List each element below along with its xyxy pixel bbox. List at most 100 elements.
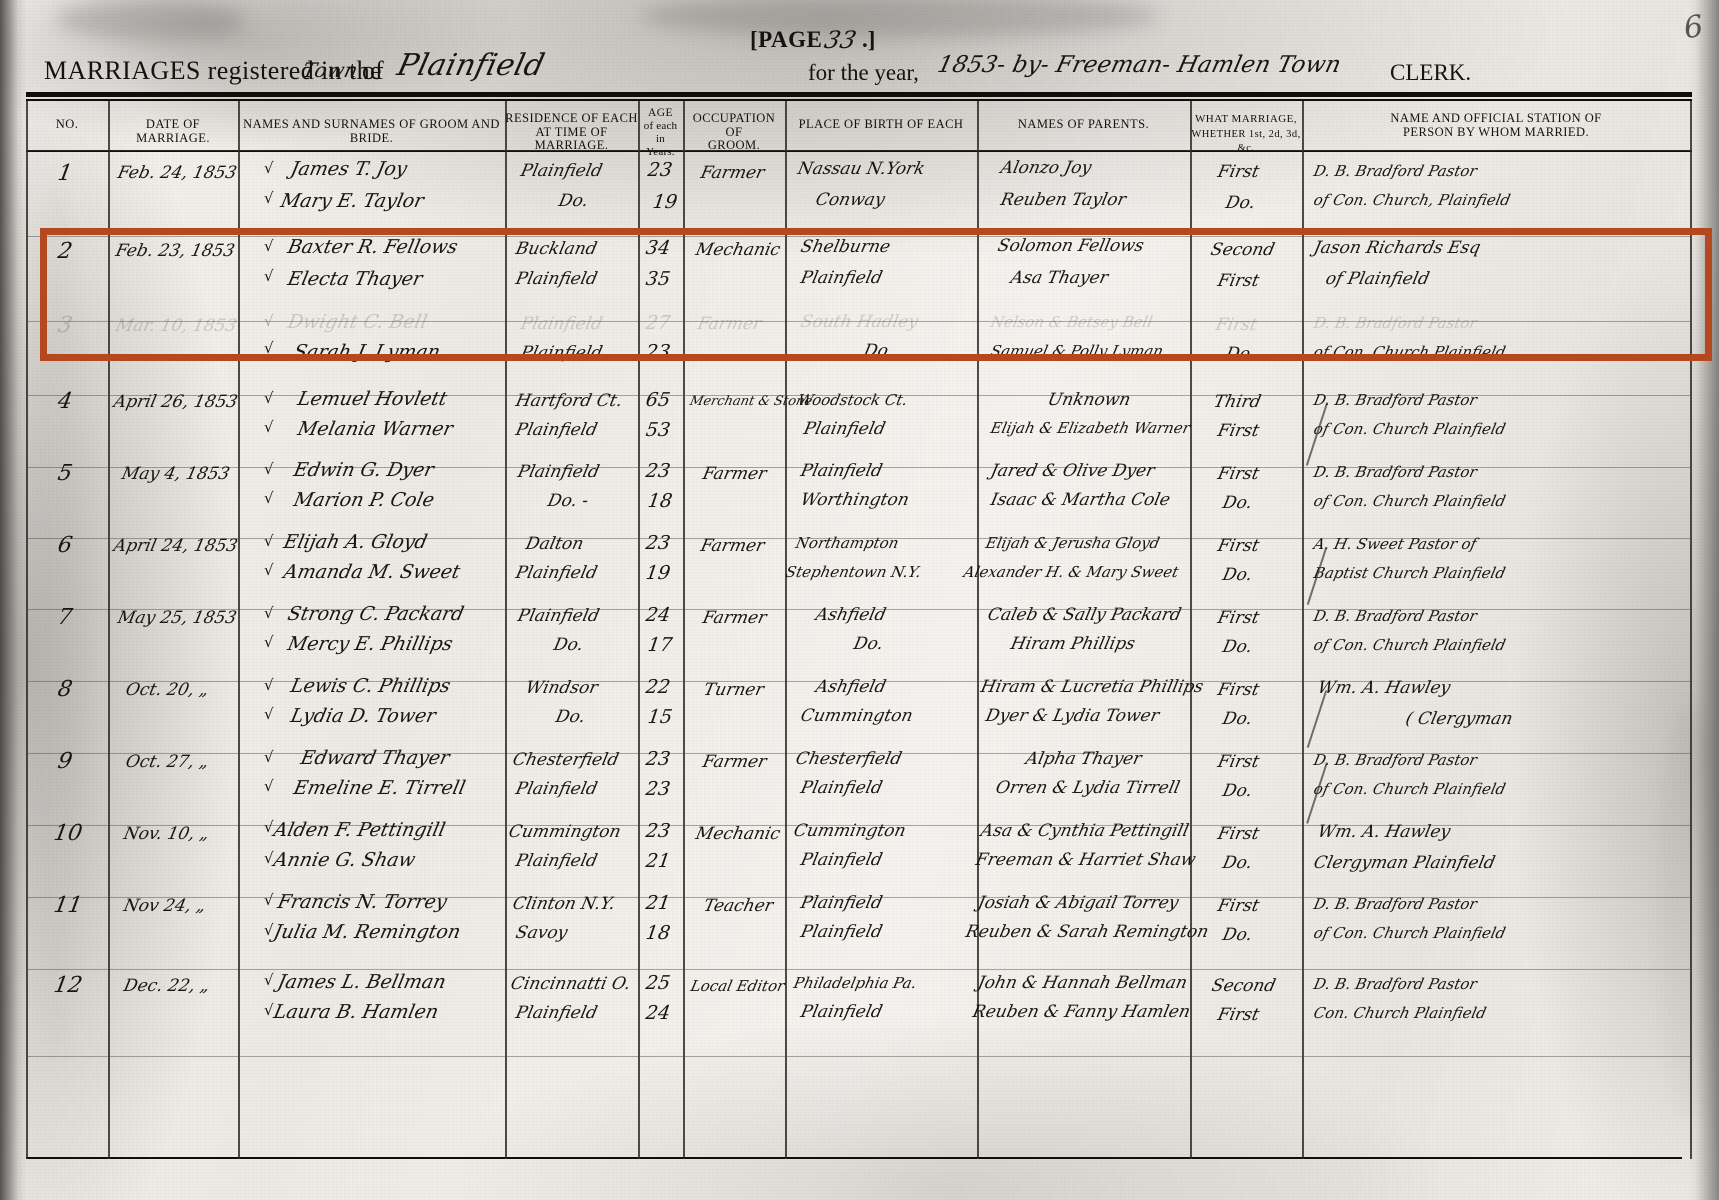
row-bride-name: Mercy E. Phillips — [285, 633, 455, 655]
row-occupation: Farmer — [700, 464, 769, 484]
row-which-groom: Second — [1208, 240, 1277, 260]
row-occupation: Farmer — [695, 314, 764, 334]
col-header-age: AGE of each in Years. — [638, 106, 683, 158]
row-officiant-l1: Jason Richards Esq — [1311, 238, 1483, 258]
row-which-groom: First — [1215, 608, 1262, 628]
row-groom-name: Lewis C. Phillips — [288, 675, 453, 697]
row-officiant-l1: D. B. Bradford Pastor — [1312, 895, 1479, 913]
row-age-bride: 35 — [644, 268, 672, 290]
col-header-officiant-l2: PERSON BY WHOM MARRIED. — [1402, 124, 1590, 139]
row-officiant-l2: of Plainfield — [1323, 269, 1432, 289]
row-age-groom: 23 — [644, 532, 672, 554]
row-residence-groom: Plainfield — [518, 314, 605, 334]
row-birth-groom: Cummington — [791, 821, 908, 841]
row-birth-bride: Plainfield — [801, 419, 888, 439]
row-occupation: Local Editor — [689, 977, 787, 995]
row-parents-bride: Hiram Phillips — [1008, 634, 1137, 654]
row-parents-bride: Samuel & Polly Lyman — [989, 342, 1165, 360]
row-groom-name: Francis N. Torrey — [275, 891, 449, 913]
title-marriages: MARRIAGES — [44, 56, 201, 85]
row-date: Oct. 27, „ — [123, 752, 211, 772]
col-header-parents-text: NAMES OF PARENTS. — [1017, 117, 1150, 131]
town-name-script: Plainfield — [393, 48, 548, 83]
page-label-prefix: [PAGE — [750, 27, 823, 52]
row-age-groom: 24 — [644, 604, 672, 626]
row-occupation: Teacher — [701, 896, 776, 916]
row-parents-groom: Alonzo Joy — [998, 158, 1094, 178]
row-age-groom: 23 — [644, 820, 672, 842]
row-no: 4 — [55, 389, 75, 414]
col-header-birth: PLACE OF BIRTH OF EACH — [785, 117, 977, 132]
table-bottom-rule — [26, 1157, 1682, 1159]
row-sep-2 — [26, 236, 1692, 237]
row-sep-9 — [26, 753, 1692, 754]
row-officiant-l1: Wm. A. Hawley — [1315, 678, 1453, 698]
row-groom-name: Baxter R. Fellows — [285, 236, 460, 258]
col-divider-residence — [638, 101, 640, 1159]
row-officiant-l2: of Con. Church Plainfield — [1312, 636, 1508, 654]
col-header-date: DATE OF MARRIAGE. — [108, 117, 238, 145]
row-officiant-l2: Clergyman Plainfield — [1311, 853, 1497, 873]
row-age-bride: 23 — [644, 341, 672, 363]
col-header-residence-l2: AT TIME OF MARRIAGE. — [534, 124, 609, 152]
col-divider-date — [238, 101, 240, 1159]
row-residence-bride: Savoy — [513, 923, 570, 943]
row-groom-name: James T. Joy — [288, 158, 410, 180]
row-parents-groom: Alpha Thayer — [1023, 749, 1144, 769]
check-mark-bride: √ — [264, 189, 274, 207]
row-officiant-l2: Con. Church Plainfield — [1312, 1004, 1488, 1022]
col-header-date-text: DATE OF MARRIAGE. — [136, 117, 210, 145]
check-mark-groom: √ — [264, 532, 274, 550]
row-officiant-l1: A. H. Sweet Pastor of — [1312, 535, 1479, 553]
col-divider-names — [505, 101, 507, 1159]
row-officiant-l2: of Con. Church Plainfield — [1312, 420, 1508, 438]
row-sep-8 — [26, 681, 1692, 682]
row-parents-bride: Elijah & Elizabeth Warner — [989, 419, 1192, 437]
col-divider-0 — [26, 101, 28, 1159]
header-rule-thick — [26, 92, 1692, 97]
row-birth-bride: Conway — [813, 190, 887, 210]
row-which-bride: Do. — [1220, 709, 1255, 729]
row-groom-name: Edwin G. Dyer — [291, 459, 436, 481]
row-officiant-l2: of Con. Church, Plainfield — [1312, 191, 1513, 209]
row-date: April 24, 1853 — [111, 536, 240, 556]
row-no: 6 — [55, 533, 75, 558]
col-header-age-l2: of each in — [643, 120, 678, 145]
row-sep-13 — [26, 1056, 1692, 1057]
row-officiant-l1: D. B. Bradford Pastor — [1312, 975, 1479, 993]
check-mark-groom: √ — [264, 971, 274, 989]
row-officiant-l2: of Con. Church Plainfield — [1312, 492, 1508, 510]
row-groom-name: Dwight C. Bell — [285, 311, 430, 333]
check-mark-bride: √ — [264, 339, 274, 357]
row-age-groom: 65 — [644, 389, 672, 411]
row-no: 12 — [51, 973, 85, 998]
page-label: [PAGE — [750, 27, 822, 53]
row-birth-groom: Shelburne — [798, 237, 893, 257]
check-mark-groom: √ — [264, 676, 274, 694]
row-officiant-l2: of Con. Church Plainfield — [1312, 924, 1508, 942]
row-occupation: Mechanic — [693, 240, 783, 260]
row-groom-name: Lemuel Hovlett — [295, 388, 450, 410]
row-residence-bride: Do. — [556, 191, 591, 211]
row-birth-bride: Cummington — [798, 706, 915, 726]
row-birth-groom: Nassau N.York — [795, 159, 927, 179]
row-sep-7 — [26, 609, 1692, 610]
row-which-bride: First — [1215, 1005, 1262, 1025]
check-mark-groom: √ — [264, 818, 274, 836]
check-mark-bride: √ — [264, 849, 274, 867]
check-mark-groom: √ — [264, 891, 274, 909]
row-sep-3 — [26, 321, 1692, 322]
row-birth-groom: South Hadley — [798, 312, 921, 332]
row-birth-groom: Ashfield — [813, 605, 888, 625]
row-residence-bride: Plainfield — [513, 851, 600, 871]
row-birth-groom: Chesterfield — [793, 749, 904, 769]
row-parents-groom: John & Hannah Bellman — [975, 973, 1190, 993]
row-age-groom: 27 — [644, 312, 672, 334]
title-of: of — [362, 56, 384, 85]
title-registered-in-the: registered in the — [207, 56, 382, 85]
row-bride-name: Electa Thayer — [285, 268, 425, 290]
row-officiant-l1: D. B. Bradford Pastor — [1312, 314, 1479, 332]
row-date: Feb. 23, 1853 — [113, 241, 237, 261]
row-birth-groom: Northampton — [794, 534, 901, 552]
